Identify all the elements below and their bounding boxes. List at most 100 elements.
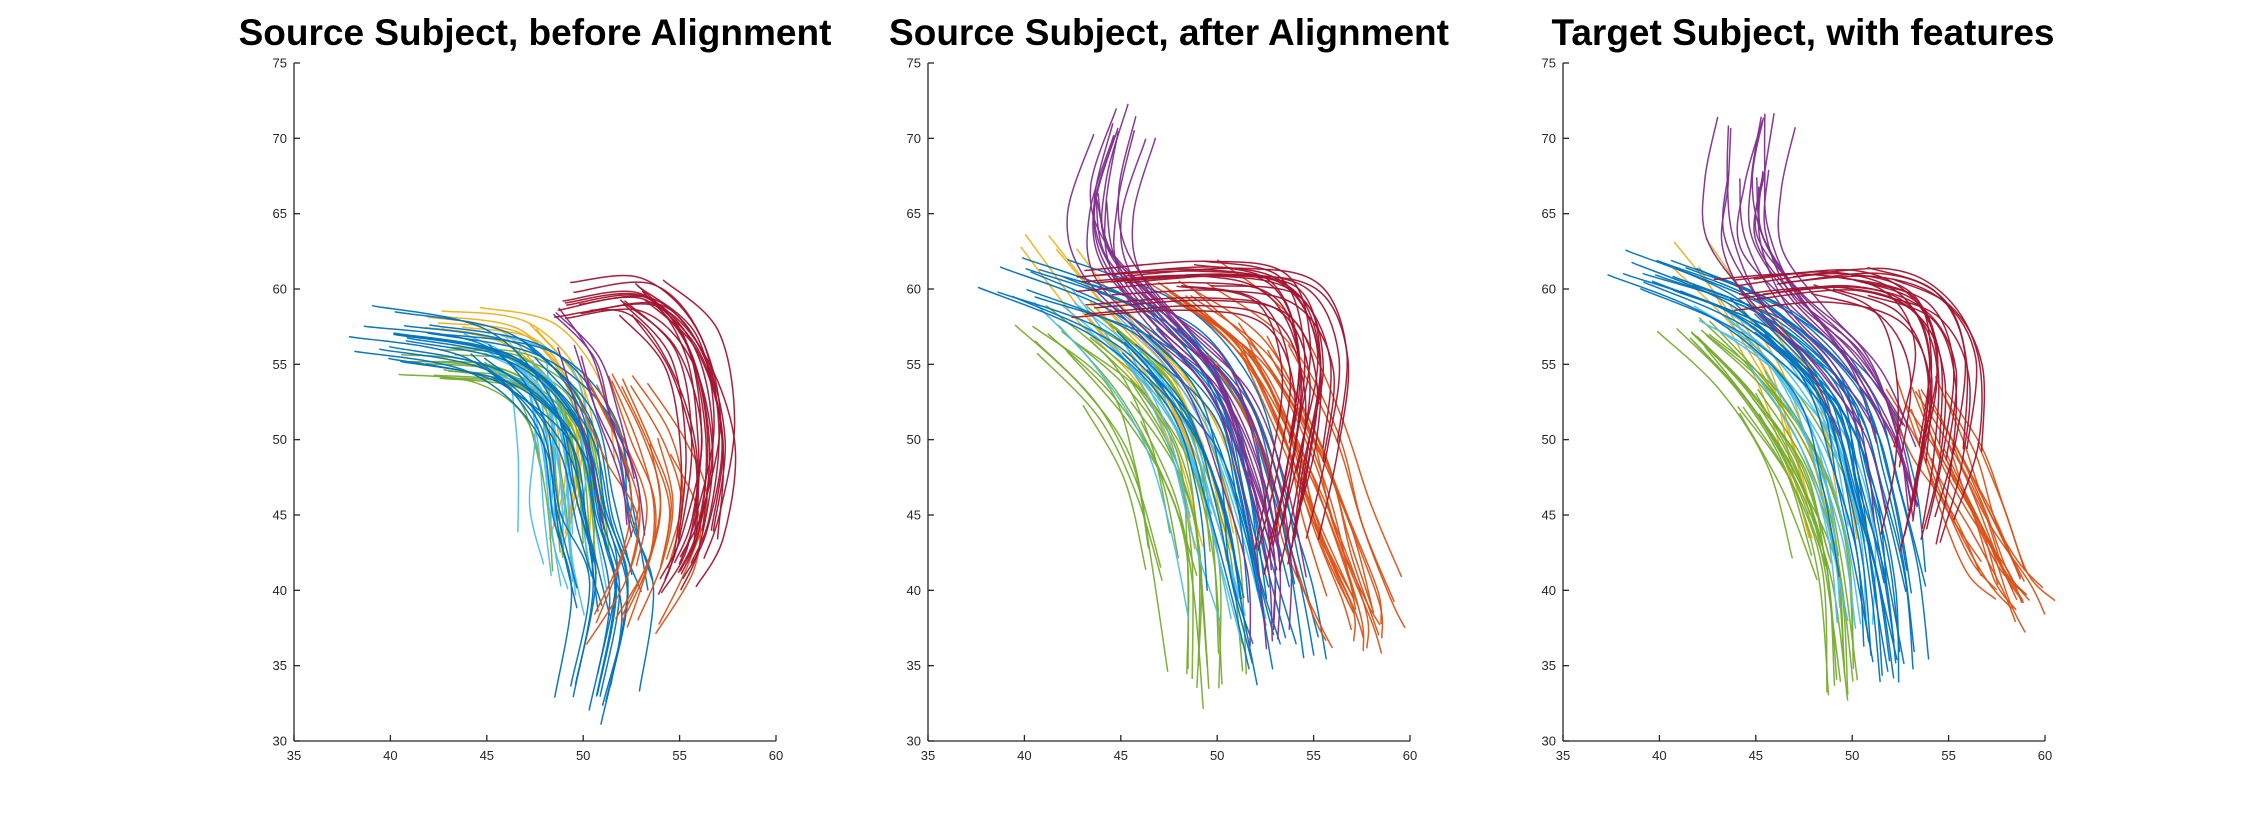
- fiber-line: [442, 315, 578, 528]
- fiber-line: [1185, 295, 1370, 649]
- x-tick-label: 60: [1403, 748, 1417, 763]
- fiber-line: [1215, 360, 1333, 649]
- y-tick-label: 45: [273, 508, 287, 523]
- fiber-bundle: [579, 372, 708, 645]
- fiber-line: [1757, 186, 1914, 520]
- fiber-line: [1811, 292, 1912, 468]
- fiber-bundles: [977, 103, 1406, 710]
- fiber-line: [1640, 288, 1881, 683]
- y-tick-label: 75: [273, 56, 287, 71]
- fiber-line: [378, 348, 603, 606]
- fiber-line: [1713, 272, 1917, 448]
- fiber-line: [1176, 285, 1284, 551]
- y-tick-label: 40: [1542, 583, 1556, 598]
- fiber-line: [1058, 324, 1190, 675]
- x-tick-label: 35: [921, 748, 935, 763]
- fiber-bundle: [553, 307, 646, 538]
- fiber-line: [1885, 388, 1997, 600]
- fiber-line: [1739, 284, 1933, 464]
- fiber-line: [1755, 392, 1842, 682]
- fiber-line: [1943, 449, 2024, 601]
- x-tick-label: 60: [769, 748, 783, 763]
- x-tick-label: 50: [1210, 748, 1224, 763]
- fiber-line: [1813, 284, 1899, 535]
- panel-title: Target Subject, with features: [1551, 12, 2054, 53]
- fiber-line: [1121, 352, 1258, 686]
- fiber-line: [1110, 275, 1332, 449]
- fiber-line: [1676, 328, 1813, 556]
- y-tick-label: 30: [907, 734, 921, 749]
- y-tick-label: 45: [907, 508, 921, 523]
- fiber-line: [1867, 294, 1958, 545]
- fiber-line: [1164, 286, 1350, 605]
- fiber-line: [631, 314, 698, 548]
- fiber-line: [394, 311, 619, 675]
- fiber-line: [1607, 274, 1840, 578]
- fiber-line: [1011, 295, 1243, 600]
- fiber-line: [620, 299, 703, 580]
- fiber-line: [488, 344, 597, 685]
- fiber-line: [1092, 127, 1274, 642]
- fiber-line: [1093, 135, 1278, 571]
- fiber-line: [1146, 369, 1267, 626]
- y-tick-label: 50: [907, 432, 921, 447]
- fiber-line: [579, 400, 640, 645]
- y-tick-label: 70: [907, 131, 921, 146]
- panel-title: Source Subject, after Alignment: [889, 12, 1449, 53]
- fiber-line: [1832, 288, 1930, 464]
- y-tick-label: 50: [273, 432, 287, 447]
- fiber-line: [591, 388, 641, 571]
- fiber-line: [363, 325, 591, 687]
- fiber-line: [518, 349, 545, 565]
- fiber-line: [621, 385, 671, 569]
- fiber-line: [1642, 272, 1898, 661]
- fiber-line: [553, 313, 630, 483]
- fiber-line: [1754, 331, 1888, 587]
- panel-title: Source Subject, before Alignment: [239, 12, 832, 53]
- fiber-line: [1721, 172, 1864, 431]
- panel-2: Source Subject, after Alignment 35 40 45 50 5…: [889, 12, 1449, 763]
- fiber-line: [1082, 404, 1147, 570]
- x-tick-label: 40: [1652, 748, 1666, 763]
- fiber-line: [389, 346, 611, 711]
- fiber-line: [1757, 388, 1846, 677]
- fiber-line: [1095, 198, 1282, 557]
- fiber-line: [398, 373, 554, 572]
- y-tick-label: 60: [1542, 282, 1556, 297]
- x-tick-label: 45: [480, 748, 494, 763]
- fiber-line: [1168, 291, 1365, 639]
- fiber-line: [608, 375, 657, 620]
- fiber-line: [1643, 281, 1883, 676]
- fiber-line: [1761, 314, 1897, 664]
- fiber-line: [1181, 284, 1292, 551]
- fiber-line: [1737, 406, 1828, 693]
- y-tick-label: 65: [273, 206, 287, 221]
- fiber-line: [611, 380, 656, 624]
- fiber-line: [631, 375, 684, 560]
- fiber-line: [1130, 380, 1201, 667]
- fiber-line: [1930, 457, 2013, 609]
- fiber-line: [637, 285, 715, 565]
- fiber-line: [1091, 270, 1319, 536]
- fiber-line: [583, 372, 633, 615]
- fiber-line: [1187, 305, 1383, 654]
- fiber-line: [1086, 134, 1268, 650]
- fiber-line: [1103, 131, 1273, 571]
- fiber-line: [1178, 280, 1381, 626]
- fiber-line: [1116, 330, 1254, 664]
- fiber-line: [1193, 263, 1301, 439]
- fiber-line: [647, 382, 708, 625]
- fiber-line: [1210, 284, 1324, 549]
- fiber-line: [1835, 276, 1939, 526]
- y-tick-label: 50: [1542, 432, 1556, 447]
- fiber-line: [557, 347, 605, 531]
- fiber-line: [1100, 103, 1272, 548]
- fiber-line: [1631, 261, 1872, 657]
- x-tick-label: 55: [672, 748, 686, 763]
- fiber-line: [553, 308, 699, 594]
- fiber-line: [439, 348, 580, 474]
- fiber-line: [997, 291, 1250, 670]
- fiber-line: [1084, 304, 1307, 571]
- fiber-line: [580, 355, 633, 538]
- fiber-line: [348, 335, 573, 698]
